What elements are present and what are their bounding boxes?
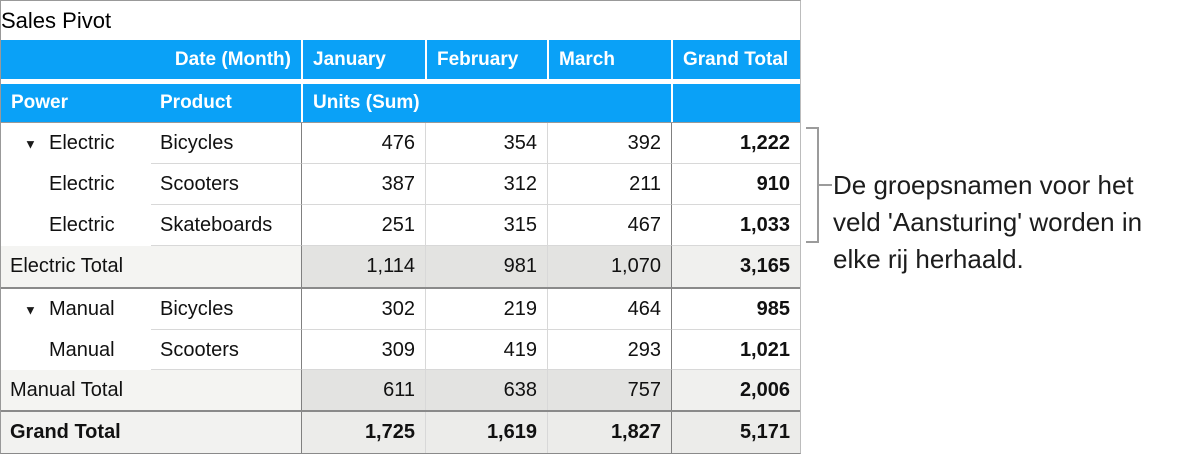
header-grand-total[interactable]: Grand Total (671, 40, 800, 79)
group-separator (1, 287, 800, 289)
annotation-line: De groepsnamen voor het (833, 170, 1134, 200)
header-row-fields: Power Product Units (Sum) (1, 84, 800, 122)
value-cell[interactable]: 476 (301, 123, 425, 164)
group-separator (1, 410, 800, 412)
table-row: Manual Scooters 309 419 293 1,021 (1, 330, 800, 370)
power-cell[interactable]: Electric (1, 164, 151, 205)
subtotal-value-cell[interactable]: 981 (425, 246, 547, 287)
product-cell[interactable]: Bicycles (151, 289, 301, 330)
value-cell[interactable]: 315 (425, 205, 547, 246)
value-cell[interactable]: 354 (425, 123, 547, 164)
grand-total-cell[interactable]: 5,171 (671, 412, 800, 453)
grand-total-label[interactable]: Grand Total (1, 412, 301, 453)
header-march[interactable]: March (547, 40, 671, 79)
header-empty-cell[interactable] (671, 84, 800, 122)
power-label: Electric (49, 132, 115, 154)
row-total-cell[interactable]: 910 (671, 164, 800, 205)
subtotal-value-cell[interactable]: 611 (301, 370, 425, 410)
disclosure-triangle-icon[interactable]: ▼ (24, 302, 37, 317)
product-cell[interactable]: Scooters (151, 330, 301, 370)
value-cell[interactable]: 467 (547, 205, 671, 246)
power-label: Electric (49, 173, 115, 195)
subtotal-label[interactable]: Electric Total (1, 246, 301, 287)
value-cell[interactable]: 302 (301, 289, 425, 330)
power-label: Electric (49, 214, 115, 236)
row-total-cell[interactable]: 985 (671, 289, 800, 330)
annotation-line: veld 'Aansturing' worden in (833, 207, 1143, 237)
product-cell[interactable]: Scooters (151, 164, 301, 205)
header-gap (1, 79, 800, 84)
value-cell[interactable]: 312 (425, 164, 547, 205)
subtotal-row: Manual Total 611 638 757 2,006 (1, 370, 800, 410)
header-bottom-line (1, 122, 800, 123)
value-cell[interactable]: 309 (301, 330, 425, 370)
power-cell[interactable]: Manual (1, 330, 151, 370)
table-row: Electric Scooters 387 312 211 910 (1, 164, 800, 205)
header-row-columns: Date (Month) January February March Gran… (1, 40, 800, 79)
subtotal-row: Electric Total 1,114 981 1,070 3,165 (1, 246, 800, 287)
header-date-field[interactable]: Date (Month) (174, 49, 291, 70)
subtotal-label[interactable]: Manual Total (1, 370, 301, 410)
grand-value-cell[interactable]: 1,725 (301, 412, 425, 453)
value-cell[interactable]: 219 (425, 289, 547, 330)
subtotal-value-cell[interactable]: 638 (425, 370, 547, 410)
header-product[interactable]: Product (160, 92, 232, 113)
table-row: ▼ Manual Bicycles 302 219 464 985 (1, 289, 800, 330)
disclosure-triangle-icon[interactable]: ▼ (24, 136, 37, 151)
callout-bracket (817, 127, 819, 243)
product-cell[interactable]: Bicycles (151, 123, 301, 164)
header-february[interactable]: February (425, 40, 547, 79)
header-units-sum[interactable]: Units (Sum) (301, 84, 671, 122)
subtotal-value-cell[interactable]: 757 (547, 370, 671, 410)
grand-value-cell[interactable]: 1,827 (547, 412, 671, 453)
grand-total-row: Grand Total 1,725 1,619 1,827 5,171 (1, 412, 800, 453)
table-row: ▼ Electric Bicycles 476 354 392 1,222 (1, 123, 800, 164)
row-total-cell[interactable]: 1,021 (671, 330, 800, 370)
power-cell[interactable]: Electric (1, 205, 151, 246)
row-total-cell[interactable]: 1,222 (671, 123, 800, 164)
callout-bracket-top-cap (806, 127, 819, 129)
annotation-line: elke rij herhaald. (833, 244, 1024, 274)
callout-bracket-bottom-cap (806, 241, 819, 243)
subtotal-value-cell[interactable]: 1,070 (547, 246, 671, 287)
value-cell[interactable]: 387 (301, 164, 425, 205)
value-cell[interactable]: 392 (547, 123, 671, 164)
callout-annotation: De groepsnamen voor het veld 'Aansturing… (833, 167, 1142, 278)
subtotal-total-cell[interactable]: 3,165 (671, 246, 800, 287)
header-power[interactable]: Power (11, 92, 69, 113)
value-cell[interactable]: 211 (547, 164, 671, 205)
callout-connector-line (819, 184, 832, 186)
grand-value-cell[interactable]: 1,619 (425, 412, 547, 453)
header-january[interactable]: January (301, 40, 425, 79)
power-label: Manual (49, 339, 115, 361)
table-row: Electric Skateboards 251 315 467 1,033 (1, 205, 800, 246)
table-title[interactable]: Sales Pivot (1, 1, 800, 40)
value-cell[interactable]: 464 (547, 289, 671, 330)
power-label: Manual (49, 298, 115, 320)
pivot-table: Sales Pivot Date (Month) January Februar… (0, 0, 801, 454)
row-total-cell[interactable]: 1,033 (671, 205, 800, 246)
power-cell[interactable]: ▼ Electric (1, 123, 151, 164)
subtotal-total-cell[interactable]: 2,006 (671, 370, 800, 410)
subtotal-value-cell[interactable]: 1,114 (301, 246, 425, 287)
value-cell[interactable]: 251 (301, 205, 425, 246)
value-cell[interactable]: 419 (425, 330, 547, 370)
value-cell[interactable]: 293 (547, 330, 671, 370)
power-cell[interactable]: ▼ Manual (1, 289, 151, 330)
product-cell[interactable]: Skateboards (151, 205, 301, 246)
